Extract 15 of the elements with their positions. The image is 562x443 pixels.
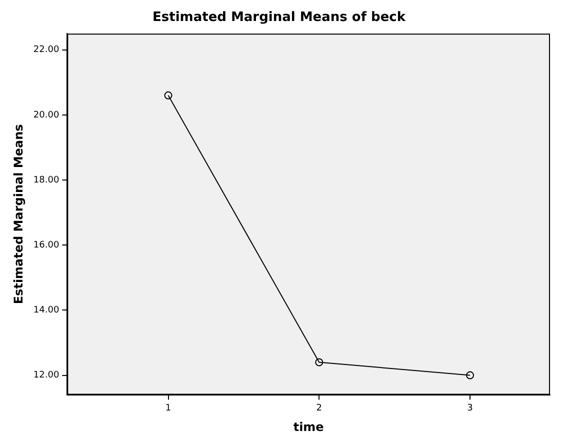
x-tick-label: 2 [316, 404, 322, 414]
point [315, 358, 324, 366]
y-tick-label: 18.00 [33, 175, 60, 186]
point [164, 91, 172, 100]
x-axis-title: time [293, 420, 324, 434]
x-tick-label: 3 [467, 404, 473, 414]
point [466, 371, 474, 380]
y-tick-label: 22.00 [33, 45, 60, 56]
y-tick-label: 20.00 [33, 110, 60, 120]
y-tick-label: 12.00 [33, 370, 60, 381]
y-tick-label: 14.00 [33, 306, 60, 316]
chart-title: Estimated Marginal Means of beck [152, 10, 406, 26]
y-axis-title: Estimated Marginal Means [11, 124, 26, 304]
y-tick-label: 16.00 [33, 240, 60, 250]
x-tick-label: 1 [165, 404, 172, 414]
